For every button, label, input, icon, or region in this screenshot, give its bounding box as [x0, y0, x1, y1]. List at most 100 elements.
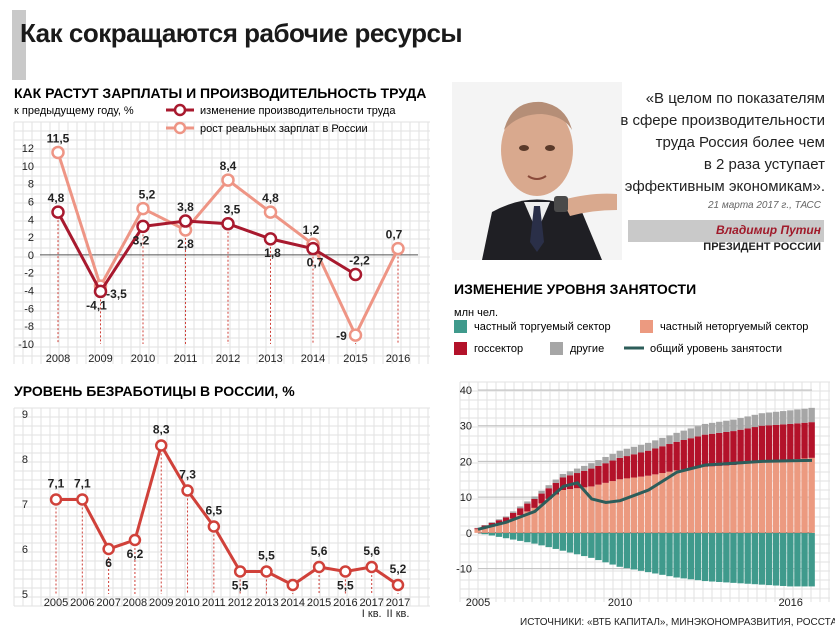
- speaker-name: Владимир Путин: [716, 223, 821, 237]
- data-label: 6,2: [127, 547, 144, 561]
- chart-subtitle: к предыдущему году, %: [14, 105, 134, 117]
- tradable-bar: [609, 532, 616, 565]
- gov-bar: [673, 441, 680, 471]
- other-bar: [708, 422, 716, 434]
- other-bar: [545, 485, 552, 489]
- data-point: [181, 484, 194, 497]
- gov-bar: [801, 422, 808, 459]
- data-point: [306, 241, 320, 256]
- nontradable-bar: [559, 490, 567, 533]
- data-label: 6: [105, 556, 112, 570]
- tradable-bar: [708, 532, 716, 582]
- tradable-bar: [751, 532, 758, 585]
- data-point: [136, 201, 150, 216]
- nontradable-bar: [588, 486, 595, 533]
- other-bar: [758, 413, 766, 426]
- tradable-bar: [744, 532, 751, 584]
- x-tick-label: 2010: [608, 597, 632, 609]
- x-tick-label: 2015: [343, 353, 367, 365]
- data-label: 5,2: [390, 562, 407, 576]
- other-bar: [652, 440, 659, 449]
- gov-bar: [652, 448, 659, 475]
- y-tick-label: 8: [22, 454, 28, 466]
- tradable-bar: [716, 532, 723, 582]
- data-label: 5,6: [311, 544, 328, 558]
- other-bar: [765, 412, 773, 426]
- legend-swatch: [640, 320, 653, 333]
- data-point: [391, 241, 405, 256]
- tradable-bar: [687, 532, 695, 580]
- quote-date: 21 марта 2017 г., ТАСС: [707, 200, 821, 211]
- other-bar: [645, 442, 652, 451]
- gov-bar: [659, 446, 666, 474]
- legend-label: частный неторгуемый сектор: [660, 321, 808, 333]
- y-tick-label: -10: [18, 339, 34, 351]
- other-bar: [552, 479, 560, 483]
- nontradable-bar: [730, 465, 737, 533]
- gov-bar: [772, 424, 780, 461]
- tradable-bar: [680, 532, 687, 579]
- x-tick-label: 2011: [174, 353, 198, 365]
- tradable-bar: [602, 532, 609, 563]
- other-bar: [488, 522, 496, 523]
- nontradable-bar: [595, 484, 602, 533]
- x-tick-label: 2007: [96, 597, 120, 609]
- x-tick-label: 2009: [88, 353, 112, 365]
- gov-bar: [758, 425, 766, 462]
- tradable-bar: [481, 532, 488, 535]
- y-tick-label: 12: [22, 143, 34, 155]
- nontradable-bar: [666, 471, 673, 533]
- legend-label: общий уровень занятости: [650, 343, 782, 355]
- y-tick-label: 0: [466, 528, 472, 540]
- other-bar: [524, 501, 531, 504]
- gov-bar: [730, 431, 737, 465]
- other-bar: [794, 409, 801, 424]
- tradable-bar: [552, 532, 560, 549]
- other-bar: [623, 448, 631, 457]
- other-bar: [531, 496, 538, 499]
- data-point: [348, 267, 363, 282]
- other-bar: [694, 426, 702, 437]
- nontradable-bar: [687, 468, 695, 533]
- tradable-bar: [765, 532, 773, 586]
- page-title: Как сокращаются рабочие ресурсы: [20, 18, 463, 48]
- nontradable-bar: [659, 473, 666, 533]
- quote-text: «В целом по показателям в сфере производ…: [495, 88, 825, 198]
- tradable-bar: [780, 532, 787, 586]
- speaker-photo: [452, 82, 622, 260]
- gov-bar: [552, 482, 560, 495]
- chart-title: ИЗМЕНЕНИЕ УРОВНЯ ЗАНЯТОСТИ: [454, 281, 696, 297]
- other-bar: [509, 511, 517, 513]
- data-label: 7,3: [179, 468, 196, 482]
- gov-bar: [581, 470, 588, 488]
- x-tick-label: 2016: [386, 353, 410, 365]
- y-tick-label: 5: [22, 589, 28, 601]
- nontradable-bar: [723, 465, 730, 533]
- data-label: 5,5: [232, 579, 249, 593]
- y-tick-label: 0: [28, 250, 34, 262]
- tradable-bar: [652, 532, 659, 574]
- other-bar: [559, 473, 567, 478]
- gov-bar: [637, 452, 645, 477]
- tradable-bar: [488, 532, 496, 536]
- speaker-bar: [628, 220, 824, 242]
- other-bar: [730, 419, 737, 432]
- y-tick-label: -4: [24, 286, 34, 298]
- data-point: [263, 232, 278, 246]
- nontradable-bar: [694, 467, 702, 533]
- gov-bar: [666, 444, 673, 472]
- other-bar: [808, 407, 815, 423]
- data-label: 0,7: [307, 256, 324, 270]
- quote-line: «В целом по показателям: [645, 90, 825, 107]
- data-point: [221, 173, 235, 187]
- x-tick-label: 2005: [466, 597, 490, 609]
- tradable-bar: [502, 532, 510, 539]
- nontradable-bar: [509, 518, 517, 533]
- gov-bar: [602, 463, 609, 483]
- data-point: [128, 533, 142, 547]
- data-point: [312, 560, 326, 574]
- source-note: ИСТОЧНИКИ: «ВТБ КАПИТАЛ», МИНЭКОНОМРАЗВИ…: [520, 617, 835, 628]
- gov-bar: [538, 493, 545, 504]
- data-point: [233, 565, 247, 578]
- other-bar: [787, 410, 794, 424]
